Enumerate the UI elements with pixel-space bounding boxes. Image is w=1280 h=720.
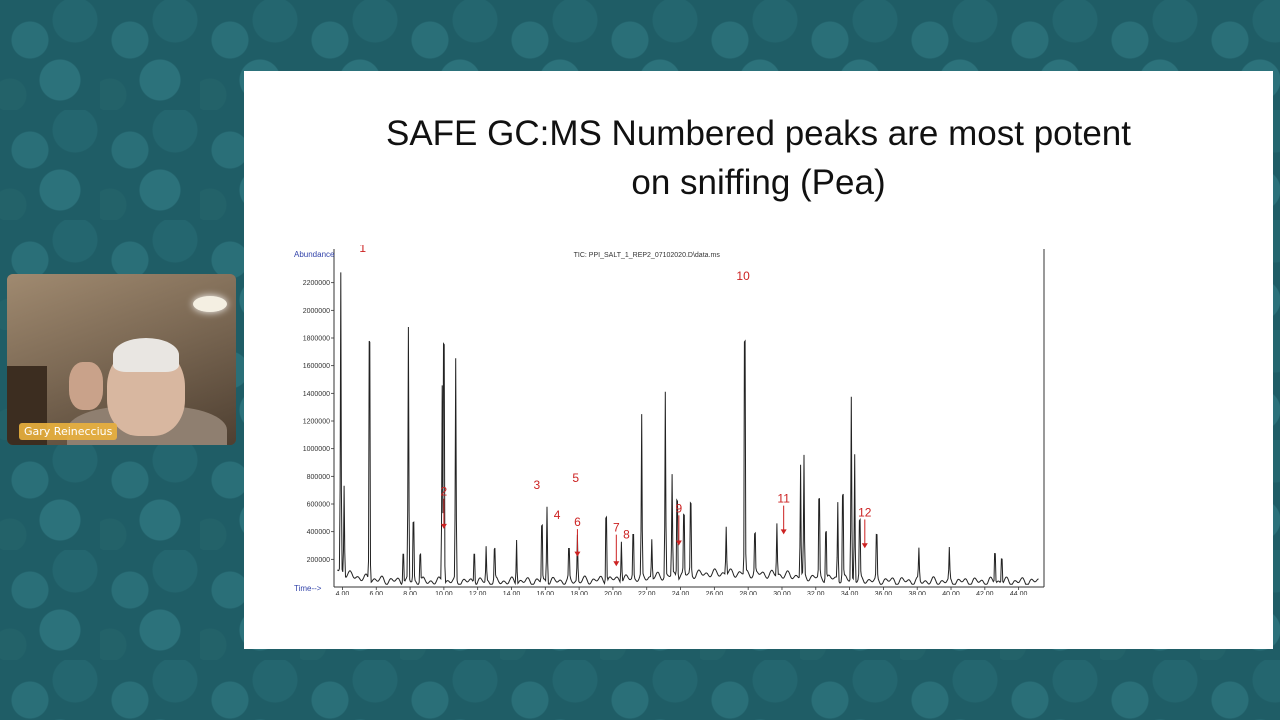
x-tick-label: 38.00 bbox=[908, 591, 926, 595]
slide-title: SAFE GC:MS Numbered peaks are most poten… bbox=[244, 109, 1273, 207]
x-tick-label: 42.00 bbox=[976, 591, 994, 595]
peak-annotation-label: 2 bbox=[441, 485, 448, 499]
peak-annotation-label: 5 bbox=[572, 471, 579, 485]
peak-annotation-label: 7 bbox=[613, 521, 620, 535]
x-tick-label: 30.00 bbox=[773, 591, 791, 595]
x-tick-label: 18.00 bbox=[570, 591, 588, 595]
y-tick-label: 600000 bbox=[307, 502, 330, 509]
y-tick-label: 1600000 bbox=[303, 363, 330, 370]
y-tick-label: 2200000 bbox=[303, 280, 330, 287]
x-tick-label: 28.00 bbox=[739, 591, 757, 595]
peak-annotation-arrowhead bbox=[861, 543, 868, 549]
x-tick-label: 34.00 bbox=[841, 591, 859, 595]
x-tick-label: 6.00 bbox=[369, 591, 383, 595]
x-tick-label: 24.00 bbox=[672, 591, 690, 595]
chromatogram: Abundance Time--> TIC: PPI_SALT_1_REP2_071… bbox=[292, 245, 1052, 595]
y-tick-label: 800000 bbox=[307, 474, 330, 481]
peak-annotation-label: 10 bbox=[736, 269, 750, 283]
peak-annotation-label: 11 bbox=[777, 492, 790, 506]
peak-annotation-label: 6 bbox=[574, 515, 581, 529]
peak-annotation-arrowhead bbox=[440, 523, 447, 529]
peak-annotation-label: 4 bbox=[554, 508, 561, 522]
y-tick-label: 1000000 bbox=[303, 446, 330, 453]
x-tick-label: 16.00 bbox=[537, 591, 555, 595]
speaker-hair bbox=[113, 338, 179, 372]
chart-title: TIC: PPI_SALT_1_REP2_07102020.D\data.ms bbox=[574, 252, 721, 259]
speaker-hand bbox=[69, 362, 103, 410]
chromatogram-svg: Abundance Time--> TIC: PPI_SALT_1_REP2_071… bbox=[294, 245, 1045, 595]
ceiling-lamp bbox=[193, 296, 227, 312]
x-tick-label: 22.00 bbox=[638, 591, 656, 595]
y-tick-label: 1800000 bbox=[303, 336, 330, 343]
participant-name-tag: Gary Reineccius bbox=[19, 423, 118, 440]
y-tick-label: 1400000 bbox=[303, 391, 330, 398]
x-tick-label: 20.00 bbox=[604, 591, 622, 595]
x-tick-label: 14.00 bbox=[503, 591, 521, 595]
slide-title-line-2: on sniffing (Pea) bbox=[631, 163, 886, 202]
x-tick-label: 8.00 bbox=[403, 591, 417, 595]
peak-annotation-arrowhead bbox=[675, 540, 682, 546]
presentation-slide: SAFE GC:MS Numbered peaks are most poten… bbox=[244, 71, 1273, 649]
peak-annotation-label: 3 bbox=[534, 478, 541, 492]
y-axis-label: Abundance bbox=[294, 250, 335, 259]
peak-annotation-label: 1 bbox=[359, 245, 366, 255]
y-tick-label: 200000 bbox=[307, 557, 330, 564]
x-tick-label: 26.00 bbox=[706, 591, 724, 595]
tic-trace bbox=[337, 272, 1039, 586]
slide-title-line-1: SAFE GC:MS Numbered peaks are most poten… bbox=[385, 114, 1132, 153]
x-tick-label: 36.00 bbox=[875, 591, 893, 595]
peak-annotation-arrowhead bbox=[613, 561, 620, 567]
x-axis-label: Time--> bbox=[294, 584, 322, 593]
peak-annotation-label: 12 bbox=[858, 505, 872, 519]
x-tick-label: 12.00 bbox=[469, 591, 487, 595]
y-tick-label: 400000 bbox=[307, 529, 330, 536]
x-tick-label: 44.00 bbox=[1010, 591, 1028, 595]
x-tick-label: 10.00 bbox=[435, 591, 453, 595]
x-tick-label: 4.00 bbox=[336, 591, 350, 595]
x-tick-label: 32.00 bbox=[807, 591, 825, 595]
peak-annotation-label: 9 bbox=[676, 501, 683, 515]
y-tick-label: 2000000 bbox=[303, 308, 330, 315]
peak-annotation-label: 8 bbox=[623, 528, 630, 542]
peak-annotation-arrowhead bbox=[574, 551, 581, 557]
peak-annotation-arrowhead bbox=[780, 529, 787, 535]
x-tick-label: 40.00 bbox=[942, 591, 960, 595]
y-tick-label: 1200000 bbox=[303, 419, 330, 426]
participant-video-tile[interactable]: Gary Reineccius bbox=[7, 274, 236, 445]
